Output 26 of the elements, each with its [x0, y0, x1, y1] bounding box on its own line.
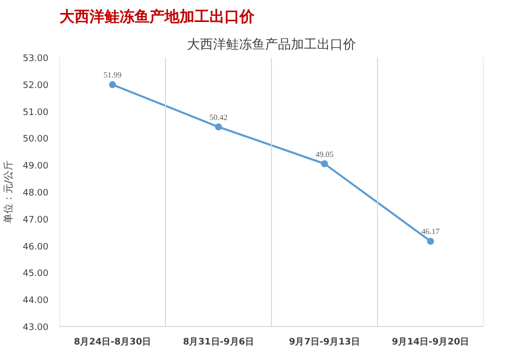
x-tick-label: 9月7日-9月13日	[288, 336, 360, 348]
y-tick-label: 49.00	[22, 162, 49, 172]
point	[427, 238, 434, 245]
x-tick-label: 8月31日-9月6日	[182, 336, 254, 348]
data-label: 46.17	[422, 227, 440, 236]
y-tick-label: 52.00	[22, 80, 49, 91]
y-tick-label: 53.00	[22, 54, 49, 64]
point	[215, 123, 222, 130]
y-tick-label: 51.00	[22, 108, 49, 118]
chart-title: 大西洋鲑冻鱼产地加工出口价	[60, 8, 256, 26]
data-label: 51.99	[104, 70, 122, 80]
y-tick-label: 43.00	[22, 323, 49, 333]
point	[109, 81, 116, 88]
data-label: 49.05	[316, 150, 334, 159]
x-tick-label: 9月14日-9月20日	[392, 336, 470, 348]
y-tick-label: 44.00	[22, 296, 49, 306]
chart-subtitle: 大西洋鲑冻鱼产品加工出口价	[187, 38, 356, 52]
y-tick-label: 45.00	[22, 269, 49, 280]
y-tick-label: 48.00	[22, 188, 49, 198]
y-tick-label: 47.00	[22, 215, 49, 226]
y-tick-label: 46.00	[22, 242, 49, 252]
y-axis-title: 单位：元/公斤	[2, 160, 15, 224]
y-tick-label: 50.00	[22, 134, 49, 145]
x-tick-label: 8月24日-8月30日	[74, 336, 152, 348]
data-label: 50.42	[210, 112, 228, 122]
point	[321, 160, 328, 168]
